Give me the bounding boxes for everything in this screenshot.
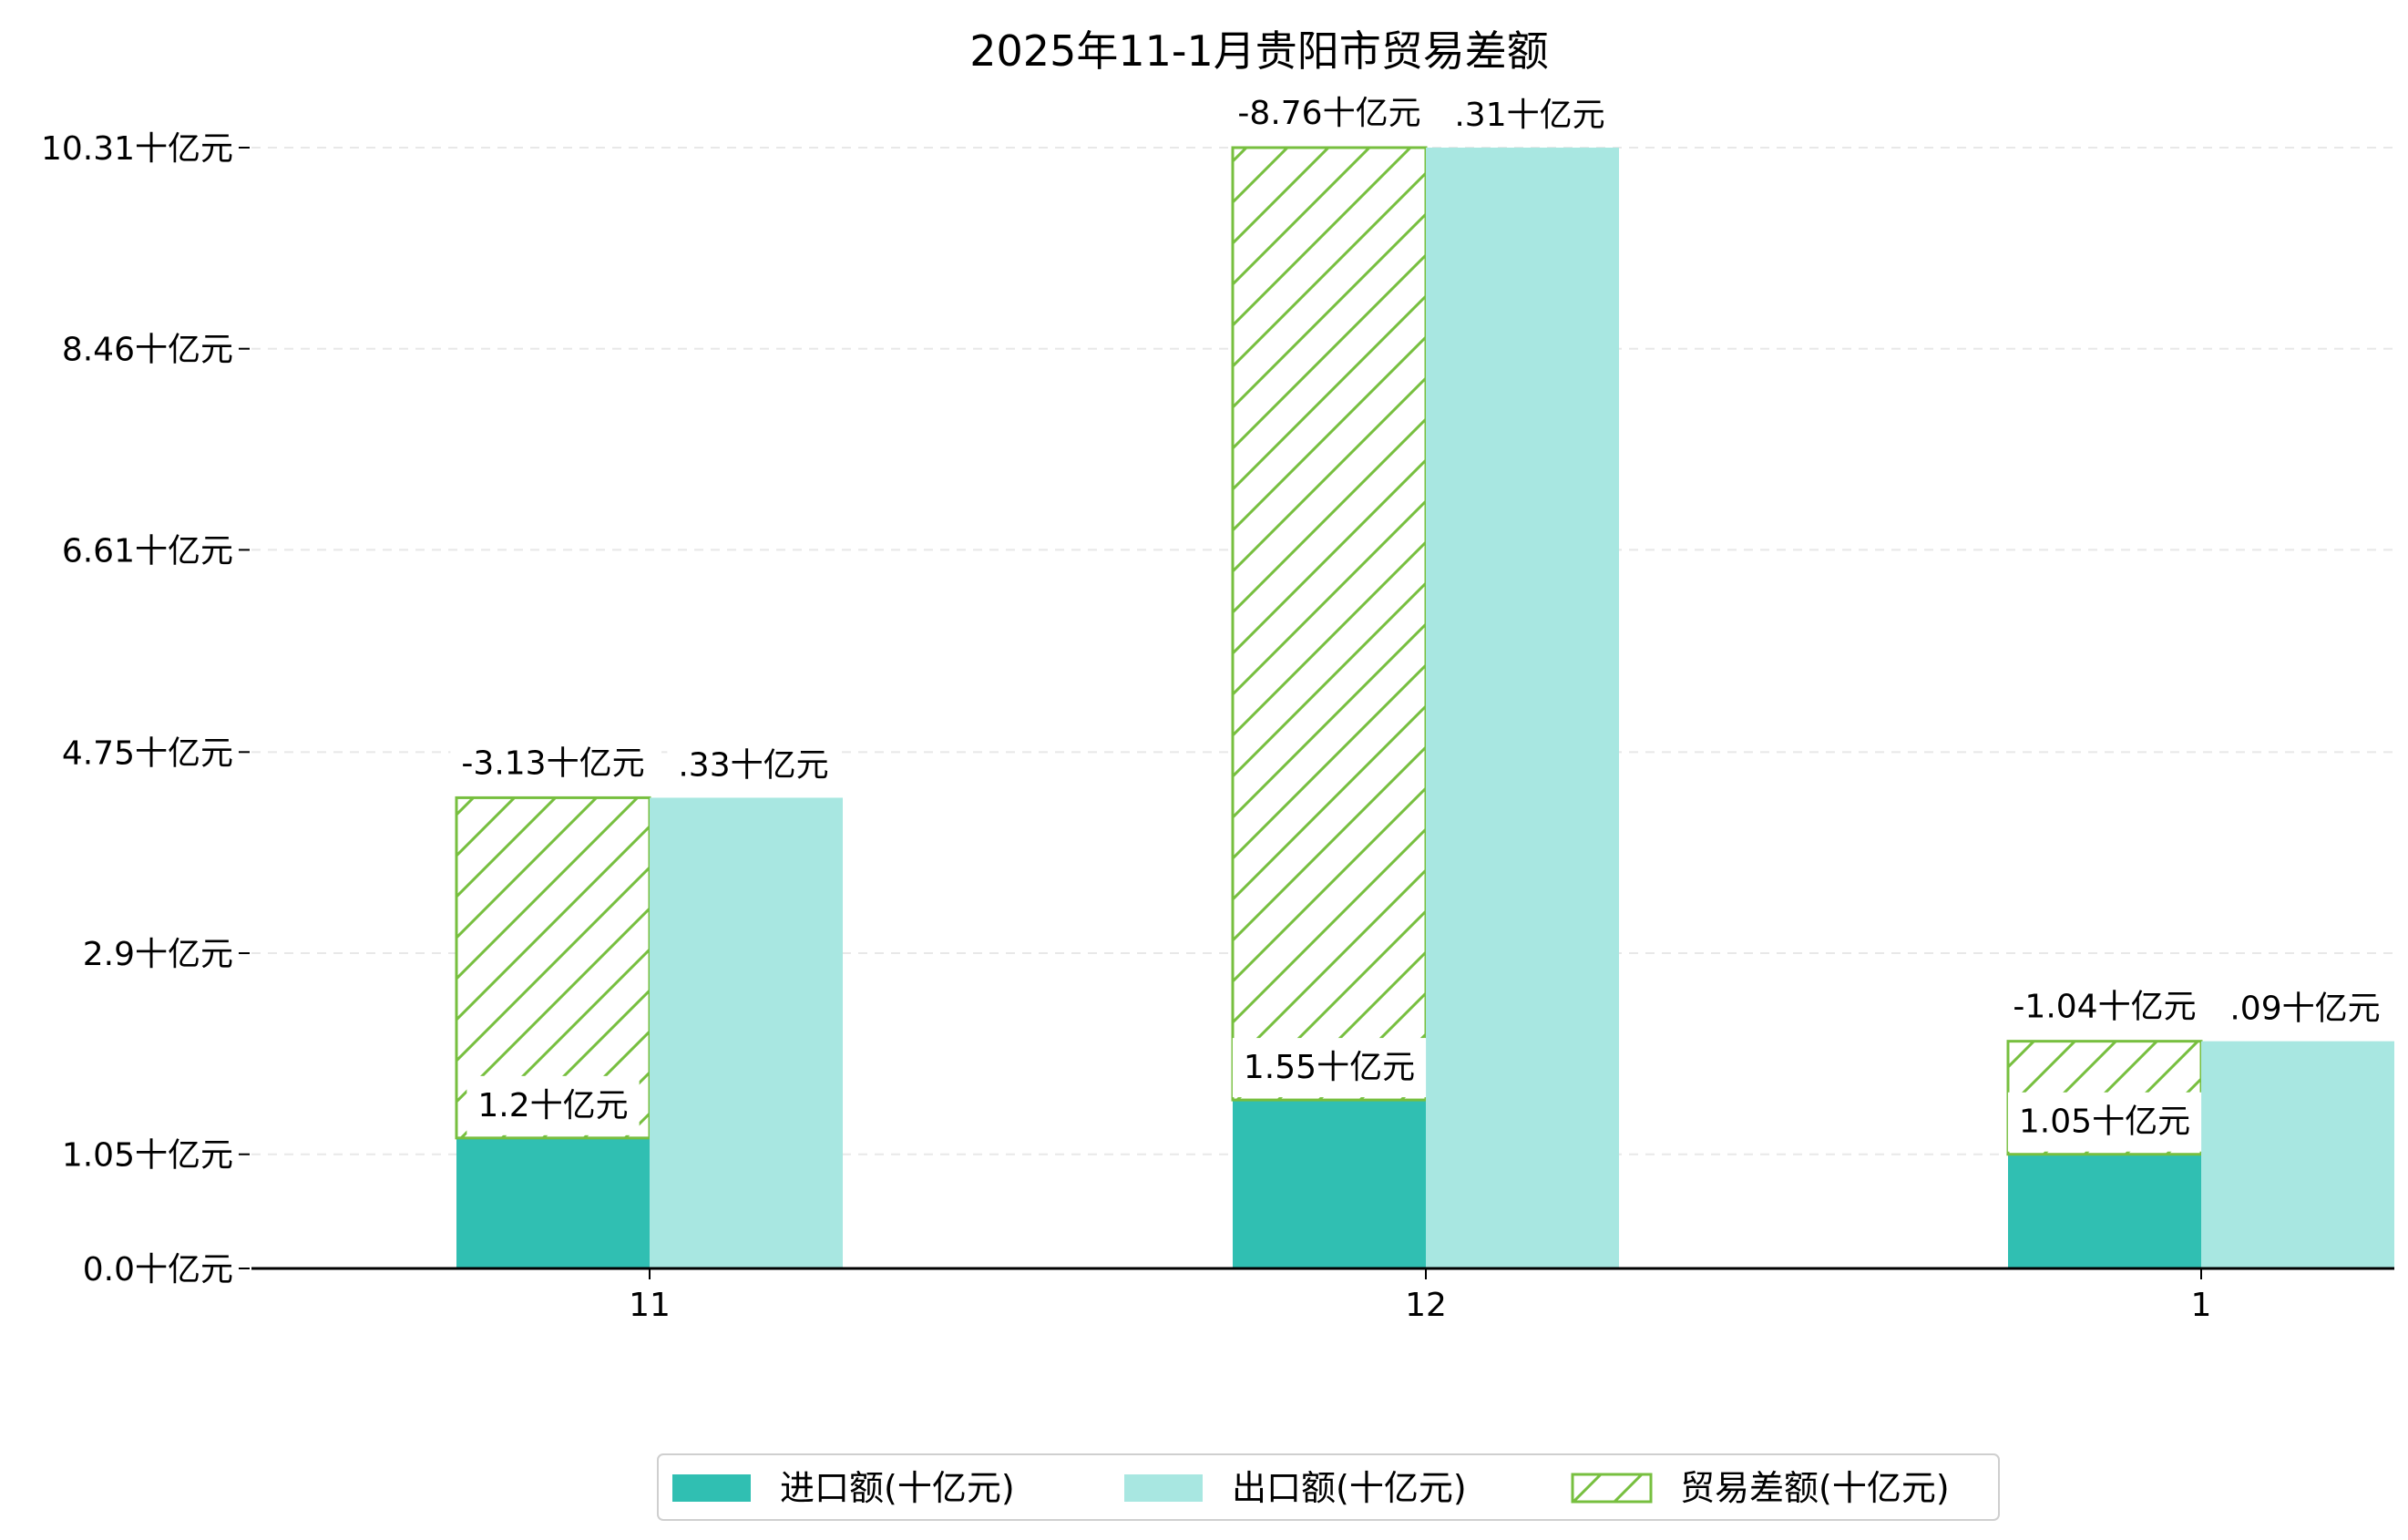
x-tick-label: 11 bbox=[629, 1287, 671, 1324]
legend-label: 贸易差额(十亿元) bbox=[1680, 1468, 1950, 1508]
data-label-import-group: 1.2十亿元 bbox=[466, 1075, 640, 1135]
data-label-trade-balance-group: -3.13十亿元 bbox=[450, 734, 656, 794]
data-label-export-bg bbox=[2218, 979, 2392, 1039]
data-label-export-bg bbox=[667, 735, 840, 796]
y-tick-label: 0.0十亿元 bbox=[83, 1251, 233, 1288]
data-label-trade-balance: -1.04十亿元 bbox=[2013, 989, 2196, 1026]
data-label-export-bg bbox=[1443, 86, 1616, 145]
x-tick-label: 1 bbox=[2191, 1287, 2212, 1324]
bar-layer bbox=[455, 146, 2394, 1268]
bar-import bbox=[456, 1137, 650, 1268]
bar-export bbox=[2201, 1041, 2394, 1268]
data-label-trade-balance-bg bbox=[450, 734, 656, 794]
y-tick-label: 2.9十亿元 bbox=[83, 936, 233, 973]
bar-export bbox=[1426, 148, 1619, 1268]
y-tick-label: 4.75十亿元 bbox=[62, 734, 233, 772]
y-tick-label: 6.61十亿元 bbox=[62, 532, 233, 570]
bar-import bbox=[1233, 1100, 1426, 1268]
y-tick-label: 10.31十亿元 bbox=[41, 130, 233, 168]
data-label-export: .31十亿元 bbox=[1454, 97, 1604, 134]
data-label-export: .33十亿元 bbox=[678, 746, 828, 784]
data-label-import-group: 1.05十亿元 bbox=[2007, 1092, 2202, 1152]
x-tick-label: 12 bbox=[1405, 1287, 1447, 1324]
bar-trade-balance bbox=[1231, 146, 1428, 1102]
data-label-trade-balance: -8.76十亿元 bbox=[1237, 95, 1420, 132]
legend-label: 进口额(十亿元) bbox=[780, 1468, 1015, 1508]
data-label-export-group: .09十亿元 bbox=[2218, 979, 2392, 1039]
data-label-trade-balance-group: -1.04十亿元 bbox=[2002, 977, 2208, 1037]
bar-import bbox=[2008, 1154, 2201, 1268]
data-label-import-bg bbox=[1232, 1038, 1427, 1098]
chart-title: 2025年11-1月贵阳市贸易差额 bbox=[969, 26, 1548, 76]
legend-swatch-import bbox=[672, 1474, 751, 1502]
data-label-import-group: 1.55十亿元 bbox=[1232, 1038, 1427, 1098]
legend: 进口额(十亿元) 出口额(十亿元) 贸易差额(十亿元) bbox=[657, 1453, 2000, 1521]
legend-swatch-trade-balance bbox=[1571, 1473, 1653, 1504]
axis-layer: 0.0十亿元 1.05十亿元 2.9十亿元 4.75十亿元 6.61十亿元 8.46十亿元… bbox=[41, 130, 2394, 1324]
data-label-export: .09十亿元 bbox=[2229, 991, 2380, 1028]
data-label-trade-balance-group: -8.76十亿元 bbox=[1226, 84, 1432, 143]
data-label-trade-balance-bg bbox=[1226, 84, 1432, 143]
data-label-trade-balance: -3.13十亿元 bbox=[461, 744, 644, 782]
data-label-import: 1.2十亿元 bbox=[477, 1087, 628, 1124]
data-label-trade-balance-bg bbox=[2002, 977, 2208, 1037]
data-label-import: 1.55十亿元 bbox=[1244, 1049, 1415, 1086]
data-label-layer: .33十亿元 -3.13十亿元 1.2十亿元 .31十亿元 -8.76十亿元 1.55十亿… bbox=[450, 84, 2392, 1152]
y-tick-label: 8.46十亿元 bbox=[62, 332, 233, 369]
y-tick-label: 1.05十亿元 bbox=[62, 1137, 233, 1175]
legend-swatch-export bbox=[1124, 1474, 1203, 1502]
bar-export bbox=[650, 797, 843, 1268]
legend-box bbox=[657, 1453, 2000, 1521]
data-label-import-bg bbox=[2007, 1092, 2202, 1152]
legend-label: 出口额(十亿元) bbox=[1232, 1468, 1467, 1508]
data-label-import: 1.05十亿元 bbox=[2019, 1104, 2190, 1141]
data-label-import-bg bbox=[466, 1075, 640, 1135]
data-label-export-group: .31十亿元 bbox=[1443, 86, 1616, 145]
data-label-export-group: .33十亿元 bbox=[667, 735, 840, 796]
